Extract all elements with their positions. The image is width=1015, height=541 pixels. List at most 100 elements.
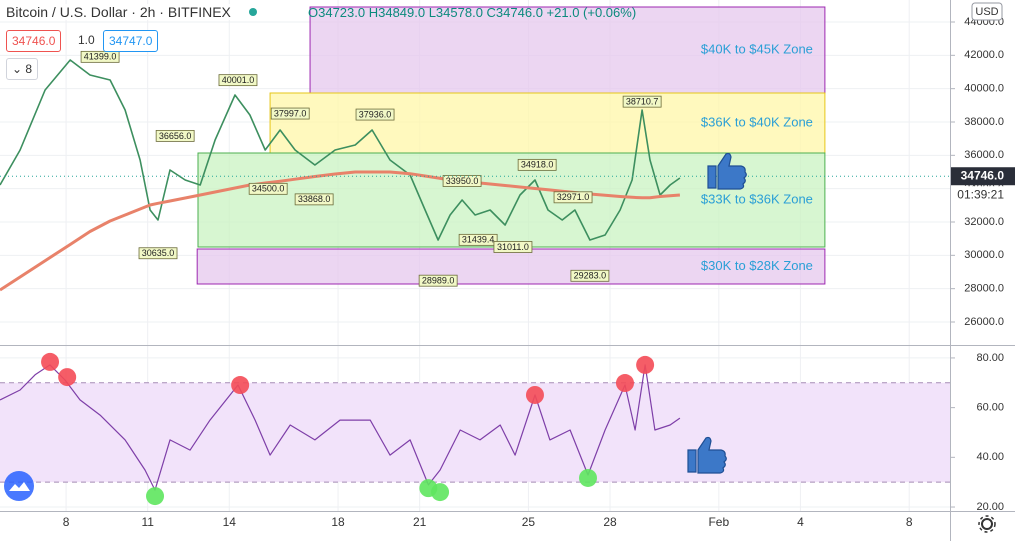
rsi-marker [615,374,634,393]
price-callout [458,233,498,246]
currency-box[interactable] [971,2,1003,21]
price-callout-label: 34500.0 [252,184,285,194]
y-tick-label: 38000.0 [964,116,1004,128]
logo[interactable] [4,471,34,501]
price-callout [355,108,395,121]
price-callout [155,129,195,142]
order-size[interactable]: 1.0 [78,33,95,47]
zone [309,6,826,94]
price-callout-label: 33868.0 [298,194,331,204]
price-callout-label: 31011.0 [497,242,529,252]
x-tick-label: 25 [522,515,536,529]
price-pane: $40K to $45K Zone $36K to $40K Zone $33K t… [0,0,950,345]
y-tick-label: 30000.0 [964,249,1004,261]
x-tick-label: 28 [603,515,617,529]
price-callout-label: 37936.0 [359,109,392,119]
currency[interactable]: USD [975,6,998,18]
x-tick-label: 21 [413,515,427,529]
x-tick-label: 11 [141,515,154,529]
y-tick-label: 20.00 [976,501,1004,513]
countdown: 01:39:21 [957,187,1004,201]
rsi-line [0,364,681,491]
indicators-toggle[interactable]: ⌄ 8 [6,58,39,80]
zone [196,248,826,285]
rsi-marker [41,352,60,371]
price-callout-label: 28989.0 [422,276,455,286]
x-tick-label: 14 [223,515,237,529]
price-callout-label: 34918.0 [521,160,554,170]
y-tick-label: 26000.0 [964,316,1004,328]
y-tick-label: 36000.0 [964,149,1004,161]
rsi-marker [431,483,450,502]
settings-icon[interactable] [978,515,996,533]
price-line [0,170,681,292]
gear-teeth[interactable] [978,515,996,533]
rsi-pane [0,346,950,511]
rsi-marker [231,376,250,395]
rsi-marker [146,487,165,506]
price-callout [622,95,662,108]
y-tick-label: 60.00 [976,402,1004,414]
symbol-header: Bitcoin / U.S. Dollar · 2h · BITFINEX [6,4,269,20]
price-callout [442,175,482,187]
price-callout-label: 31439.4 [462,235,495,245]
price-callout [553,191,593,204]
y-tick-label: 80.00 [976,352,1004,364]
last-price-box [951,167,1015,186]
price-callout [418,274,458,287]
price-callout [80,50,120,63]
last-price-label: 34746.0 [961,168,1005,182]
price-callout-label: 33950.0 [446,176,479,186]
y-tick-label: 40.00 [976,451,1004,463]
ohlc: O34723.0 H34849.0 L34578.0 C34746.0 +21.… [308,5,637,20]
interval[interactable]: 2h [139,4,156,20]
rsi-marker [579,468,598,487]
price-callout [218,74,258,87]
symbol-title[interactable]: Bitcoin / U.S. Dollar [6,4,128,20]
price-callout [270,107,310,120]
logo-circle[interactable] [4,471,34,501]
zone-label: $36K to $40K Zone [701,114,813,129]
rsi-marker [636,355,655,374]
bid-price[interactable]: 34746.0 [6,30,62,52]
price-callout-label: 30635.0 [142,248,175,258]
x-tick-label: 8 [906,515,913,529]
price-callout [248,182,288,195]
price-callout-label: 41399.0 [84,52,117,62]
price-callout-label: 32971.0 [557,192,590,202]
thumbs-up-icon [707,152,747,190]
y-tick-label: 32000.0 [964,216,1004,228]
rsi-marker [58,368,77,387]
x-tick-label: 8 [63,515,70,529]
y-tick-label: 40000.0 [964,83,1004,95]
rsi-band [0,382,950,483]
y-tick-label: 42000.0 [964,49,1004,61]
price-callout [138,247,178,260]
gear[interactable] [981,518,993,530]
price-callout-label: 36656.0 [159,131,192,141]
rsi-marker [525,385,544,404]
zone-label: $40K to $45K Zone [701,41,813,56]
x-tick-label: Feb [708,515,729,529]
price-callout [294,193,334,206]
ask-price[interactable]: 34747.0 [103,30,159,52]
countdown-box [951,186,1015,204]
status-dot [248,8,257,16]
price-callout [570,269,610,282]
zone-label: $30K to $28K Zone [701,258,813,273]
price-callout [517,158,557,171]
zone-label: $33K to $36K Zone [701,191,813,206]
price-callout-label: 29283.0 [574,271,607,281]
exchange: BITFINEX [167,4,231,20]
thumbs-up-icon [687,436,727,474]
price-callout-label: 38710.7 [626,97,659,107]
logo-shape[interactable] [9,482,30,491]
price-line [0,59,681,241]
x-tick-label: 18 [331,515,345,529]
x-tick-label: 4 [797,515,804,529]
indicators-count[interactable]: 8 [25,62,33,76]
price-callout-label: 40001.0 [222,75,255,85]
